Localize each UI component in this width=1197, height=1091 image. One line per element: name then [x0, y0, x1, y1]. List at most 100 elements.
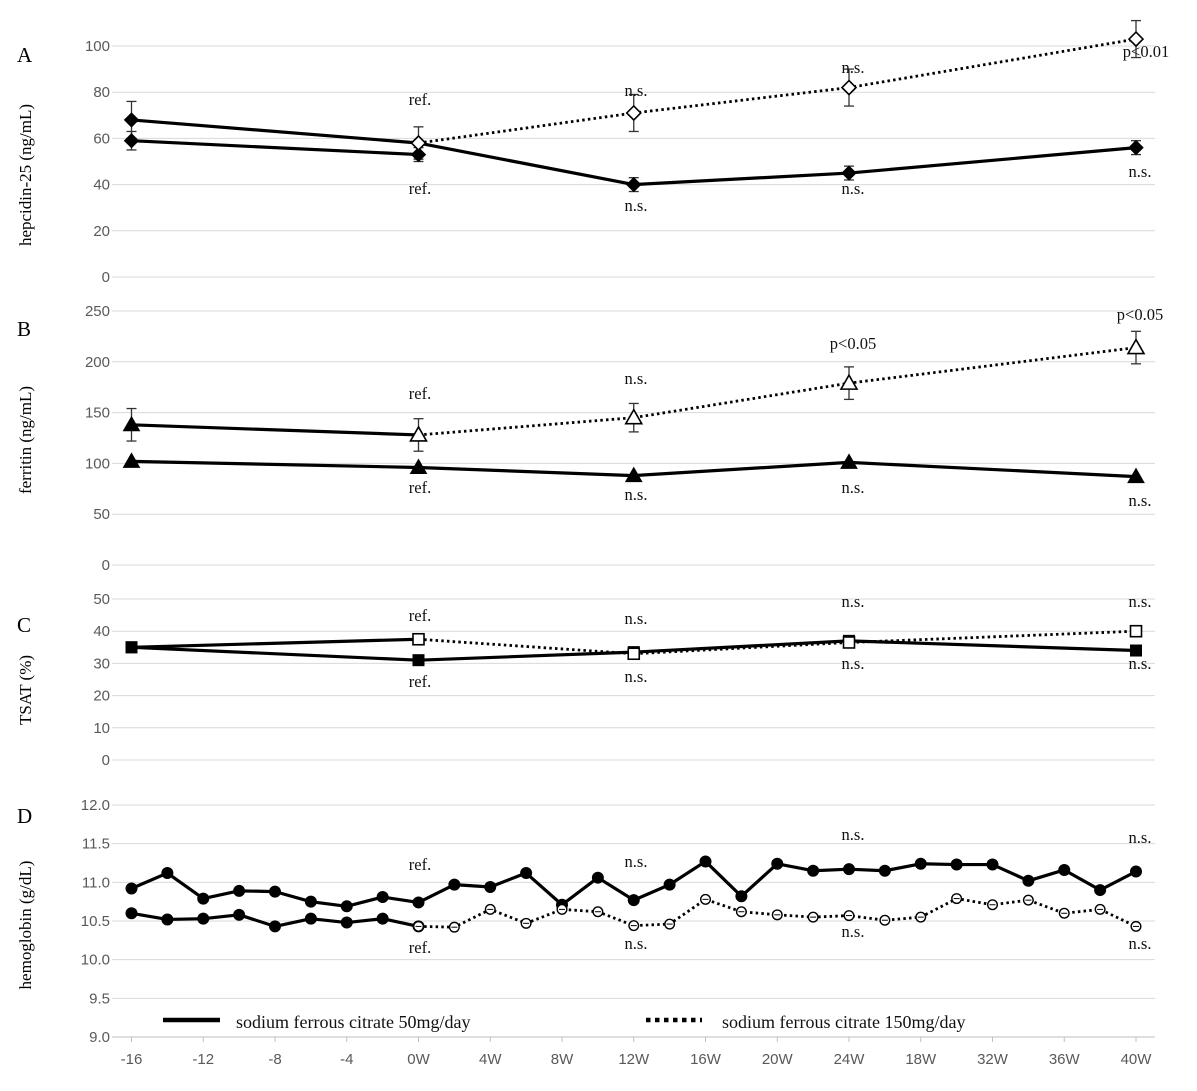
data-point: [840, 453, 858, 469]
annotation: n.s.: [1129, 491, 1152, 510]
annotation: n.s.: [842, 825, 865, 844]
series-line-solid: [131, 423, 419, 437]
annotation: ref.: [409, 672, 431, 691]
annotation: p<0.01: [1123, 42, 1169, 61]
data-point: [269, 920, 281, 933]
y-tick-label: 80: [93, 84, 110, 101]
data-point: [1094, 884, 1107, 897]
y-tick-label: 9.5: [89, 990, 110, 1007]
legend-dotted-label: sodium ferrous citrate 150mg/day: [722, 1012, 965, 1032]
annotation: n.s.: [1129, 934, 1152, 953]
data-point: [914, 857, 927, 870]
data-point: [986, 858, 999, 871]
data-point: [842, 636, 856, 649]
data-point: [122, 452, 141, 468]
data-point: [1130, 865, 1142, 878]
y-tick-label: 50: [93, 506, 110, 523]
annotation: n.s.: [625, 667, 648, 686]
y-tick-label: 12.0: [81, 797, 110, 814]
y-tick-label: 11.0: [82, 874, 110, 891]
data-point: [624, 408, 644, 425]
x-tick-label: -12: [192, 1051, 214, 1068]
legend-solid-label: sodium ferrous citrate 50mg/day: [236, 1012, 470, 1032]
x-tick-label: 8W: [551, 1051, 574, 1068]
annotation: n.s.: [842, 179, 865, 198]
annotation: ref.: [409, 938, 431, 957]
data-point: [735, 890, 748, 903]
data-point: [839, 373, 859, 390]
data-point: [625, 104, 642, 122]
x-tick-label: 24W: [834, 1051, 866, 1068]
y-tick-label: 10.5: [81, 913, 110, 930]
annotation: n.s.: [625, 609, 648, 628]
annotation: n.s.: [1129, 654, 1152, 673]
panel-letter: A: [17, 43, 33, 67]
x-tick-label: -16: [121, 1051, 143, 1068]
annotation: n.s.: [842, 58, 865, 77]
y-tick-label: 250: [85, 303, 110, 320]
series-line-dotted: [418, 37, 1137, 145]
panel-letter: C: [17, 613, 31, 637]
data-point: [197, 892, 210, 905]
data-point: [122, 415, 141, 432]
x-tick-label: 0W: [407, 1051, 430, 1068]
data-point: [699, 855, 712, 868]
annotation: n.s.: [625, 934, 648, 953]
y-tick-label: 50: [93, 591, 110, 608]
data-point: [448, 878, 461, 891]
annotation: n.s.: [842, 654, 865, 673]
annotation: n.s.: [842, 922, 865, 941]
series-line-solid: [131, 637, 419, 649]
y-axis-label: ferritin (ng/mL): [16, 386, 35, 494]
annotation: n.s.: [1129, 162, 1152, 181]
annotation: ref.: [409, 478, 431, 497]
data-point: [841, 165, 857, 181]
y-tick-label: 30: [93, 655, 110, 672]
annotation: ref.: [409, 855, 431, 874]
data-point: [412, 654, 425, 667]
data-point: [1130, 644, 1142, 657]
x-tick-label: 36W: [1049, 1051, 1081, 1068]
annotation: ref.: [409, 90, 431, 109]
annotation: p<0.05: [1117, 305, 1163, 324]
x-tick-label: 18W: [905, 1051, 937, 1068]
y-axis-label: hepcidin-25 (ng/mL): [16, 104, 35, 246]
data-point: [1058, 863, 1071, 876]
y-tick-label: 9.0: [89, 1029, 110, 1046]
annotation: n.s.: [625, 485, 648, 504]
series-line-dotted: [418, 629, 1137, 656]
data-point: [409, 425, 428, 442]
x-tick-label: 20W: [762, 1051, 794, 1068]
annotation: n.s.: [625, 852, 648, 871]
data-point: [410, 146, 427, 163]
x-tick-label: 4W: [479, 1051, 502, 1068]
data-point: [233, 908, 246, 921]
data-point: [304, 895, 317, 908]
data-point: [161, 913, 174, 926]
annotation: ref.: [409, 606, 431, 625]
data-point: [409, 458, 428, 474]
x-tick-label: 32W: [977, 1051, 1009, 1068]
annotation: p<0.05: [830, 334, 876, 353]
y-tick-label: 60: [93, 130, 110, 147]
x-tick-label: 16W: [690, 1051, 722, 1068]
data-point: [376, 891, 389, 904]
annotation: n.s.: [1129, 828, 1152, 847]
data-point: [1127, 467, 1145, 484]
y-tick-label: 10: [93, 720, 110, 737]
data-point: [340, 900, 353, 913]
data-point: [663, 878, 676, 891]
y-tick-label: 20: [93, 688, 110, 705]
legend: sodium ferrous citrate 50mg/day sodium fe…: [163, 1012, 965, 1032]
y-tick-label: 40: [93, 623, 110, 640]
y-tick-label: 0: [102, 557, 110, 574]
y-tick-label: 100: [85, 455, 110, 472]
data-point: [840, 79, 858, 96]
data-point: [878, 864, 891, 877]
data-point: [626, 176, 642, 193]
panel-letter: D: [17, 804, 32, 828]
y-axis-label: hemoglobin (g/dL): [16, 861, 35, 990]
